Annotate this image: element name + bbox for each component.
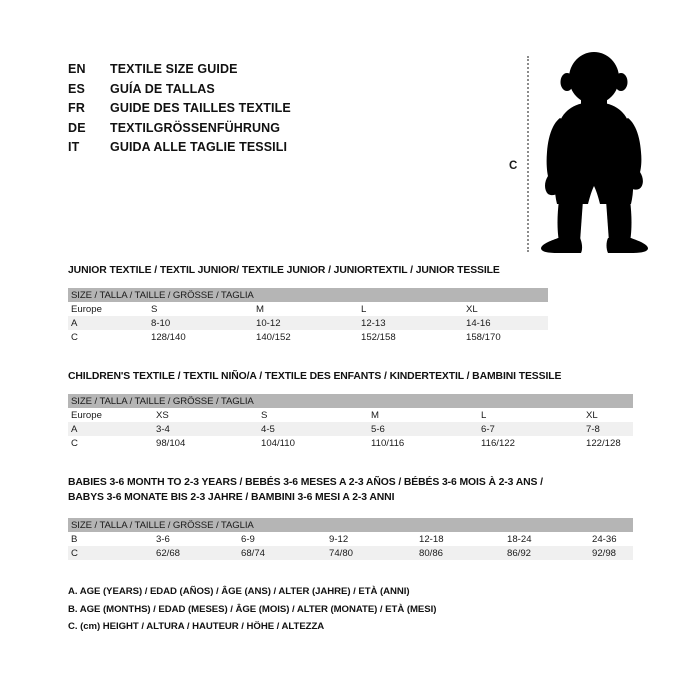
table-row: A 3-4 4-5 5-6 6-7 7-8: [68, 422, 633, 436]
title-lang-code: EN: [68, 62, 86, 76]
cell-value: XS: [153, 408, 258, 422]
cell-value: 3-6: [153, 532, 238, 546]
cell-value: 8-10: [148, 316, 253, 330]
title-lang-code: ES: [68, 81, 86, 96]
cell-value: 12-18: [416, 532, 504, 546]
table-row: B 3-6 6-9 9-12 12-18 18-24 24-36: [68, 532, 633, 546]
title-row: ES GUÍA DE TALLAS: [68, 82, 468, 102]
cell-value: 68/74: [238, 546, 326, 560]
band-label: SIZE / TALLA / TAILLE / GRÖSSE / TAGLIA: [68, 518, 633, 532]
cell-value: 92/98: [589, 546, 633, 560]
cell-value: L: [358, 302, 463, 316]
row-label: B: [68, 532, 153, 546]
cell-value: S: [148, 302, 253, 316]
height-measure-label: C: [509, 160, 518, 172]
cell-value: 12-13: [358, 316, 463, 330]
section-heading-junior: JUNIOR TEXTILE / TEXTIL JUNIOR/ TEXTILE …: [68, 265, 500, 276]
cell-value: XL: [463, 302, 549, 316]
row-label: A: [68, 422, 153, 436]
title-text: TEXTILGRÖSSENFÜHRUNG: [110, 120, 281, 135]
cell-value: 98/104: [153, 436, 258, 450]
cell-value: 6-7: [478, 422, 583, 436]
row-label: A: [68, 316, 148, 330]
measurement-legend: A. AGE (YEARS) / EDAD (AÑOS) / ÂGE (ANS)…: [68, 583, 588, 636]
cell-value: XL: [583, 408, 633, 422]
title-text: TEXTILE SIZE GUIDE: [110, 62, 238, 76]
cell-value: 3-4: [153, 422, 258, 436]
title-row: FR GUIDE DES TAILLES TEXTILE: [68, 101, 468, 121]
cell-value: 5-6: [368, 422, 478, 436]
legend-row-a: A. AGE (YEARS) / EDAD (AÑOS) / ÂGE (ANS)…: [68, 586, 410, 597]
cell-value: 128/140: [148, 330, 253, 344]
child-silhouette-icon: [541, 52, 648, 253]
title-row: EN TEXTILE SIZE GUIDE: [68, 62, 468, 82]
size-guide-title-block: EN TEXTILE SIZE GUIDE ES GUÍA DE TALLAS …: [68, 62, 468, 160]
section-heading-babies-line1: BABIES 3-6 MONTH TO 2-3 YEARS / BEBÉS 3-…: [68, 477, 543, 488]
cell-value: 122/128: [583, 436, 633, 450]
size-table-children: SIZE / TALLA / TAILLE / GRÖSSE / TAGLIA …: [68, 394, 633, 450]
section-heading-babies: BABIES 3-6 MONTH TO 2-3 YEARS / BEBÉS 3-…: [68, 477, 543, 503]
row-label: C: [68, 546, 153, 560]
table-row: A 8-10 10-12 12-13 14-16: [68, 316, 549, 330]
size-table-babies: SIZE / TALLA / TAILLE / GRÖSSE / TAGLIA …: [68, 518, 633, 560]
cell-value: 6-9: [238, 532, 326, 546]
legend-row-c: C. (cm) HEIGHT / ALTURA / HAUTEUR / HÖHE…: [68, 621, 325, 632]
title-lang-code: DE: [68, 120, 86, 135]
title-text: GUÍA DE TALLAS: [110, 81, 215, 96]
cell-value: 4-5: [258, 422, 368, 436]
cell-value: 116/122: [478, 436, 583, 450]
row-label: C: [68, 330, 148, 344]
height-measure-dotted-line: [527, 56, 529, 252]
cell-value: 158/170: [463, 330, 549, 344]
cell-value: 62/68: [153, 546, 238, 560]
cell-value: M: [253, 302, 358, 316]
cell-value: 10-12: [253, 316, 358, 330]
title-row: IT GUIDA ALLE TAGLIE TESSILI: [68, 140, 468, 160]
height-measurement-figure: C: [492, 40, 672, 270]
row-label: Europe: [68, 302, 148, 316]
band-label: SIZE / TALLA / TAILLE / GRÖSSE / TAGLIA: [68, 394, 633, 408]
title-text: GUIDE DES TAILLES TEXTILE: [110, 101, 291, 115]
cell-value: M: [368, 408, 478, 422]
cell-value: S: [258, 408, 368, 422]
section-heading-children: CHILDREN'S TEXTILE / TEXTIL NIÑO/A / TEX…: [68, 371, 562, 382]
table-row: Europe S M L XL: [68, 302, 549, 316]
size-table-junior: SIZE / TALLA / TAILLE / GRÖSSE / TAGLIA …: [68, 288, 549, 344]
cell-value: 104/110: [258, 436, 368, 450]
legend-row-b: B. AGE (MONTHS) / EDAD (MESES) / ÂGE (MO…: [68, 603, 437, 615]
cell-value: L: [478, 408, 583, 422]
cell-value: 14-16: [463, 316, 549, 330]
cell-value: 18-24: [504, 532, 589, 546]
table-row: Europe XS S M L XL: [68, 408, 633, 422]
title-lang-code: IT: [68, 140, 80, 154]
table-row: C 98/104 104/110 110/116 116/122 122/128: [68, 436, 633, 450]
band-label: SIZE / TALLA / TAILLE / GRÖSSE / TAGLIA: [68, 288, 549, 302]
table-band-header-row: SIZE / TALLA / TAILLE / GRÖSSE / TAGLIA: [68, 518, 633, 532]
table-band-header-row: SIZE / TALLA / TAILLE / GRÖSSE / TAGLIA: [68, 394, 633, 408]
cell-value: 7-8: [583, 422, 633, 436]
table-row: C 62/68 68/74 74/80 80/86 86/92 92/98: [68, 546, 633, 560]
title-lang-code: FR: [68, 101, 86, 115]
cell-value: 80/86: [416, 546, 504, 560]
cell-value: 74/80: [326, 546, 416, 560]
title-row: DE TEXTILGRÖSSENFÜHRUNG: [68, 121, 468, 141]
row-label: Europe: [68, 408, 153, 422]
section-heading-babies-line2: BABYS 3-6 MONATE BIS 2-3 JAHRE / BAMBINI…: [68, 491, 395, 503]
row-label: C: [68, 436, 153, 450]
table-band-header-row: SIZE / TALLA / TAILLE / GRÖSSE / TAGLIA: [68, 288, 549, 302]
cell-value: 110/116: [368, 436, 478, 450]
table-row: C 128/140 140/152 152/158 158/170: [68, 330, 549, 344]
cell-value: 24-36: [589, 532, 633, 546]
cell-value: 9-12: [326, 532, 416, 546]
cell-value: 140/152: [253, 330, 358, 344]
cell-value: 152/158: [358, 330, 463, 344]
title-text: GUIDA ALLE TAGLIE TESSILI: [110, 140, 288, 154]
cell-value: 86/92: [504, 546, 589, 560]
